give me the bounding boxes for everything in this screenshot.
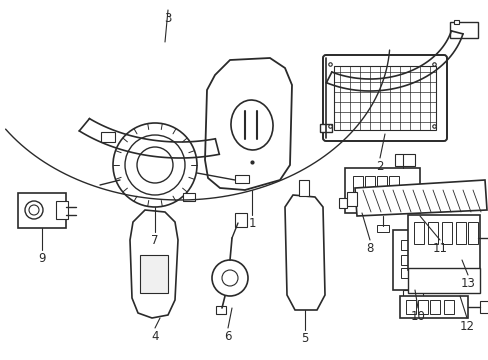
Bar (338, 198, 346, 208)
Bar (298, 180, 308, 196)
Bar (441, 222, 451, 244)
Bar (333, 66, 435, 130)
Bar (407, 215, 479, 270)
Bar (453, 20, 458, 24)
Polygon shape (285, 195, 325, 310)
Bar (402, 290, 422, 300)
FancyBboxPatch shape (323, 55, 446, 141)
Text: 2: 2 (375, 160, 383, 173)
Bar (18, 193, 66, 228)
Bar (407, 268, 479, 293)
Text: 13: 13 (460, 277, 474, 290)
Text: 3: 3 (164, 12, 171, 25)
Bar (427, 222, 437, 244)
Bar (399, 296, 467, 318)
Bar (216, 306, 225, 314)
Bar (170, 145, 184, 155)
Bar (376, 176, 386, 204)
Bar (376, 225, 388, 232)
Bar (392, 230, 436, 290)
Circle shape (29, 205, 39, 215)
Text: 5: 5 (301, 332, 308, 345)
Bar (405, 300, 415, 314)
Bar (345, 168, 419, 213)
Text: 12: 12 (459, 320, 473, 333)
Bar (417, 300, 427, 314)
Text: 10: 10 (410, 310, 425, 323)
Bar (449, 22, 477, 38)
Bar (388, 176, 398, 204)
Text: 1: 1 (248, 217, 255, 230)
Bar (479, 301, 488, 313)
Bar (413, 222, 423, 244)
Circle shape (25, 201, 43, 219)
Circle shape (212, 260, 247, 296)
Bar (140, 255, 168, 293)
Bar (443, 300, 453, 314)
Bar (101, 132, 115, 141)
Bar (429, 300, 439, 314)
Polygon shape (354, 180, 486, 216)
Circle shape (113, 123, 197, 207)
Text: 4: 4 (151, 330, 159, 343)
Bar (400, 240, 422, 250)
Polygon shape (204, 58, 291, 190)
Bar (352, 176, 362, 204)
Ellipse shape (230, 100, 272, 150)
Bar (467, 222, 477, 244)
Text: 11: 11 (431, 242, 447, 255)
Bar (183, 193, 195, 201)
Text: 8: 8 (366, 242, 373, 255)
Circle shape (137, 147, 173, 183)
Bar (364, 176, 374, 204)
Bar (394, 154, 414, 166)
Bar (133, 141, 147, 151)
Bar (455, 222, 465, 244)
Bar (56, 201, 68, 219)
Circle shape (125, 135, 184, 195)
Bar (235, 175, 248, 183)
Text: 7: 7 (151, 234, 159, 247)
Circle shape (222, 270, 238, 286)
Text: 6: 6 (224, 330, 231, 343)
Bar (400, 268, 422, 278)
Bar (235, 213, 246, 227)
Polygon shape (130, 210, 178, 318)
Bar (319, 124, 331, 132)
Bar (346, 192, 356, 206)
Bar (400, 255, 422, 265)
Bar (386, 78, 399, 87)
Text: 9: 9 (38, 252, 46, 265)
